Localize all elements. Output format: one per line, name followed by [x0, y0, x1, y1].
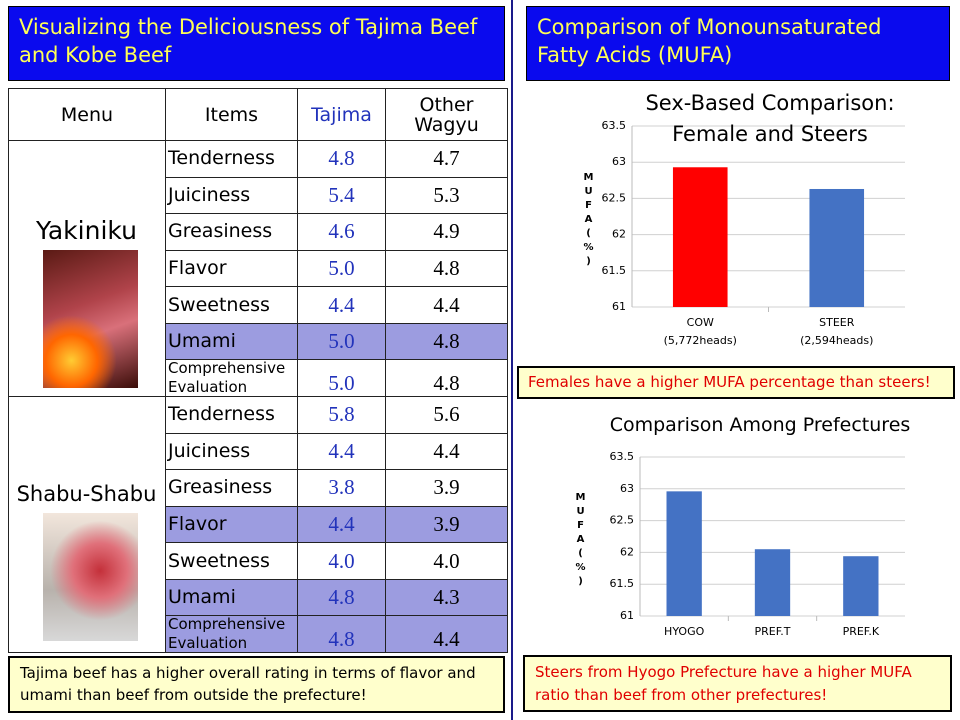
bar: [754, 549, 791, 616]
y-tick-label: 63.5: [602, 119, 627, 132]
item-cell: Tenderness: [165, 396, 298, 434]
menu-photo: [43, 513, 138, 641]
table-header: Other Wagyu: [385, 88, 508, 141]
tajima-cell: 5.8: [297, 396, 386, 434]
y-tick-label: 63: [612, 155, 626, 168]
tajima-cell: 4.6: [297, 213, 386, 251]
other-cell: 4.7: [385, 140, 508, 178]
menu-label: Yakiniku: [36, 216, 137, 245]
y-tick-label: 63: [620, 482, 634, 495]
item-cell: Umami: [165, 322, 298, 361]
tajima-cell: 4.0: [297, 542, 386, 580]
table-header: Tajima: [297, 88, 386, 141]
tajima-cell: 5.0: [297, 359, 386, 397]
bar: [666, 491, 702, 616]
other-cell: 4.9: [385, 213, 508, 251]
y-axis-label: MUFA(%): [575, 491, 586, 590]
y-tick-label: 61.5: [610, 577, 635, 590]
y-axis-label: MUFA(%): [583, 171, 594, 270]
item-cell: Tenderness: [165, 140, 298, 178]
other-cell: 4.8: [385, 322, 508, 361]
tajima-cell: 3.8: [297, 469, 386, 507]
item-cell: Flavor: [165, 505, 298, 544]
tajima-cell: 4.8: [297, 578, 386, 617]
other-cell: 4.4: [385, 615, 508, 653]
x-tick-note: (5,772heads): [664, 334, 737, 347]
y-tick-label: 63.5: [610, 450, 635, 463]
other-cell: 4.8: [385, 359, 508, 397]
left-title: Visualizing the Deliciousness of Tajima …: [8, 6, 505, 81]
y-tick-label: 61.5: [602, 264, 627, 277]
x-tick-label: PREF.T: [754, 625, 790, 638]
x-tick-label: STEER: [819, 316, 855, 329]
item-cell: Comprehensive Evaluation: [165, 615, 298, 653]
table-header: Menu: [8, 88, 166, 141]
chart-title: Sex-Based Comparison: Female and Steers: [645, 91, 895, 146]
item-cell: Juiciness: [165, 432, 298, 471]
item-cell: Sweetness: [165, 286, 298, 324]
tajima-cell: 5.0: [297, 249, 386, 288]
x-tick-label: PREF.K: [843, 625, 880, 638]
tajima-cell: 4.8: [297, 615, 386, 653]
other-cell: 5.6: [385, 396, 508, 434]
divider: [511, 0, 513, 720]
item-cell: Umami: [165, 578, 298, 617]
item-cell: Comprehensive Evaluation: [165, 359, 298, 397]
bar: [843, 556, 879, 616]
item-cell: Greasiness: [165, 469, 298, 507]
tajima-cell: 4.4: [297, 286, 386, 324]
tajima-cell: 4.8: [297, 140, 386, 178]
x-tick-label: COW: [687, 316, 714, 329]
chart-annotation: Females have a higher MUFA percentage th…: [517, 366, 955, 399]
chart-annotation: Steers from Hyogo Prefecture have a high…: [523, 655, 952, 712]
y-tick-label: 61: [620, 609, 634, 622]
other-cell: 3.9: [385, 469, 508, 507]
y-tick-label: 62: [612, 228, 626, 241]
other-cell: 4.4: [385, 432, 508, 471]
other-cell: 4.4: [385, 286, 508, 324]
tajima-cell: 5.4: [297, 176, 386, 215]
other-cell: 5.3: [385, 176, 508, 215]
other-cell: 3.9: [385, 505, 508, 544]
tajima-cell: 4.4: [297, 505, 386, 544]
y-tick-label: 62.5: [610, 514, 635, 527]
table-header: Items: [165, 88, 298, 141]
bar: [809, 188, 865, 307]
chart-title: Comparison Among Prefectures: [609, 414, 911, 436]
item-cell: Flavor: [165, 249, 298, 288]
item-cell: Juiciness: [165, 176, 298, 215]
other-cell: 4.0: [385, 542, 508, 580]
item-cell: Sweetness: [165, 542, 298, 580]
tajima-cell: 4.4: [297, 432, 386, 471]
y-tick-label: 61: [612, 300, 626, 313]
tajima-cell: 5.0: [297, 322, 386, 361]
bar: [672, 167, 728, 307]
left-note: Tajima beef has a higher overall rating …: [8, 656, 505, 713]
other-cell: 4.8: [385, 249, 508, 288]
menu-label: Shabu-Shabu: [16, 482, 157, 506]
item-cell: Greasiness: [165, 213, 298, 251]
other-cell: 4.3: [385, 578, 508, 617]
y-tick-label: 62.5: [602, 191, 627, 204]
x-tick-label: HYOGO: [664, 625, 705, 638]
right-title: Comparison of Monounsaturated Fatty Acid…: [526, 6, 950, 81]
menu-photo: [43, 250, 138, 388]
x-tick-note: (2,594heads): [800, 334, 873, 347]
y-tick-label: 62: [620, 545, 634, 558]
